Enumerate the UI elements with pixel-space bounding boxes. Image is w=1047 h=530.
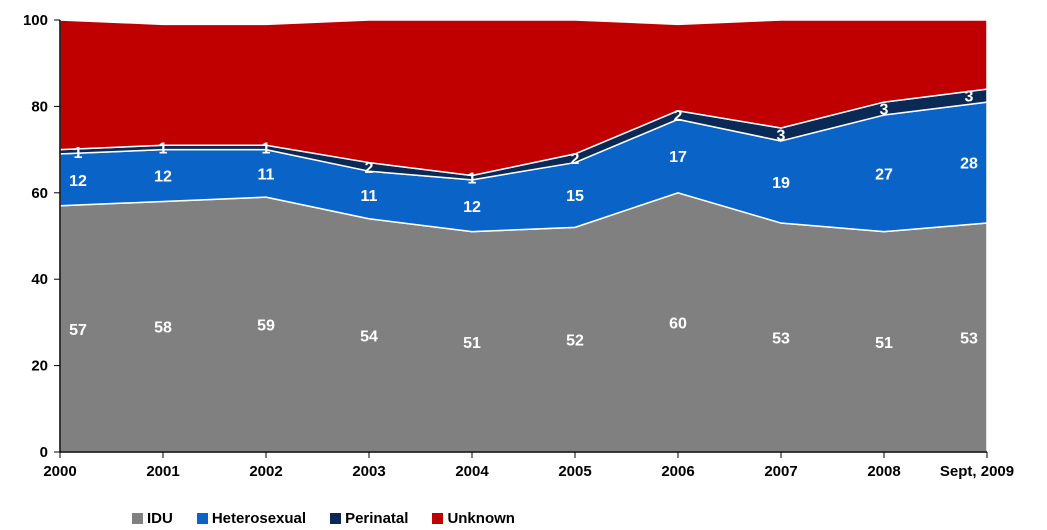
data-label-perinatal: 2 <box>571 151 580 168</box>
legend-swatch <box>132 513 143 524</box>
y-tick-label: 100 <box>23 12 48 29</box>
data-label-heterosexual: 12 <box>69 173 87 190</box>
y-tick-label: 20 <box>31 358 48 375</box>
data-label-heterosexual: 12 <box>463 199 481 216</box>
x-tick-label: 2000 <box>43 463 76 480</box>
data-label-idu: 51 <box>875 335 893 352</box>
data-label-idu: 58 <box>154 320 172 337</box>
data-label-idu: 52 <box>566 333 584 350</box>
data-label-idu: 53 <box>772 331 790 348</box>
legend: IDU Heterosexual Perinatal Unknown <box>132 510 515 527</box>
x-tick-label: 2002 <box>249 463 282 480</box>
x-tick-label: 2004 <box>455 463 489 480</box>
legend-swatch <box>330 513 342 524</box>
y-tick-label: 60 <box>31 185 48 202</box>
data-label-idu: 59 <box>257 318 275 335</box>
data-label-perinatal: 3 <box>880 102 889 119</box>
data-label-idu: 57 <box>69 322 87 339</box>
x-tick-label: Sept, 2009 <box>940 463 1014 480</box>
data-label-idu: 60 <box>669 315 687 332</box>
data-label-idu: 53 <box>960 331 978 348</box>
legend-swatch <box>432 513 444 524</box>
x-tick-label: 2001 <box>146 463 179 480</box>
data-label-perinatal: 1 <box>74 145 83 162</box>
y-tick-label: 80 <box>31 98 48 115</box>
data-label-perinatal: 1 <box>468 171 477 188</box>
legend-label: Perinatal <box>345 510 409 527</box>
y-tick-label: 0 <box>40 444 48 461</box>
legend-label: Heterosexual <box>211 510 307 527</box>
legend-item-heterosexual: Heterosexual <box>196 510 307 527</box>
area-idu <box>59 192 988 453</box>
legend-swatch <box>196 513 208 524</box>
data-label-heterosexual: 17 <box>669 149 687 166</box>
data-label-heterosexual: 11 <box>361 188 378 205</box>
y-tick-label: 40 <box>31 271 48 288</box>
data-label-perinatal: 2 <box>365 160 374 177</box>
x-tick-label: 2006 <box>661 463 694 480</box>
stacked-area-chart: 0 20 40 60 80 100 2000 2001 2002 2003 2004 2005 2006… <box>23 12 1014 480</box>
data-label-heterosexual: 28 <box>960 156 978 173</box>
legend-item-perinatal: Perinatal <box>330 510 408 527</box>
data-label-perinatal: 2 <box>674 108 683 125</box>
legend-item-unknown: Unknown <box>432 510 515 527</box>
data-label-heterosexual: 19 <box>772 175 790 192</box>
legend-label: IDU <box>147 510 173 527</box>
data-label-heterosexual: 15 <box>566 188 584 205</box>
data-label-perinatal: 1 <box>159 140 168 157</box>
x-tick-label: 2003 <box>352 463 385 480</box>
legend-label: Unknown <box>447 510 515 527</box>
data-label-perinatal: 1 <box>262 140 271 157</box>
legend-item-idu: IDU <box>132 510 173 527</box>
x-tick-label: 2008 <box>867 463 900 480</box>
data-label-heterosexual: 27 <box>875 166 893 183</box>
data-label-perinatal: 3 <box>965 89 974 106</box>
data-label-idu: 51 <box>463 335 481 352</box>
data-label-heterosexual: 12 <box>154 169 172 186</box>
data-label-idu: 54 <box>360 328 378 345</box>
data-label-heterosexual: 11 <box>258 166 275 183</box>
area-unknown <box>59 19 988 177</box>
data-label-perinatal: 3 <box>777 127 786 144</box>
x-tick-label: 2007 <box>764 463 797 480</box>
x-tick-label: 2005 <box>558 463 591 480</box>
